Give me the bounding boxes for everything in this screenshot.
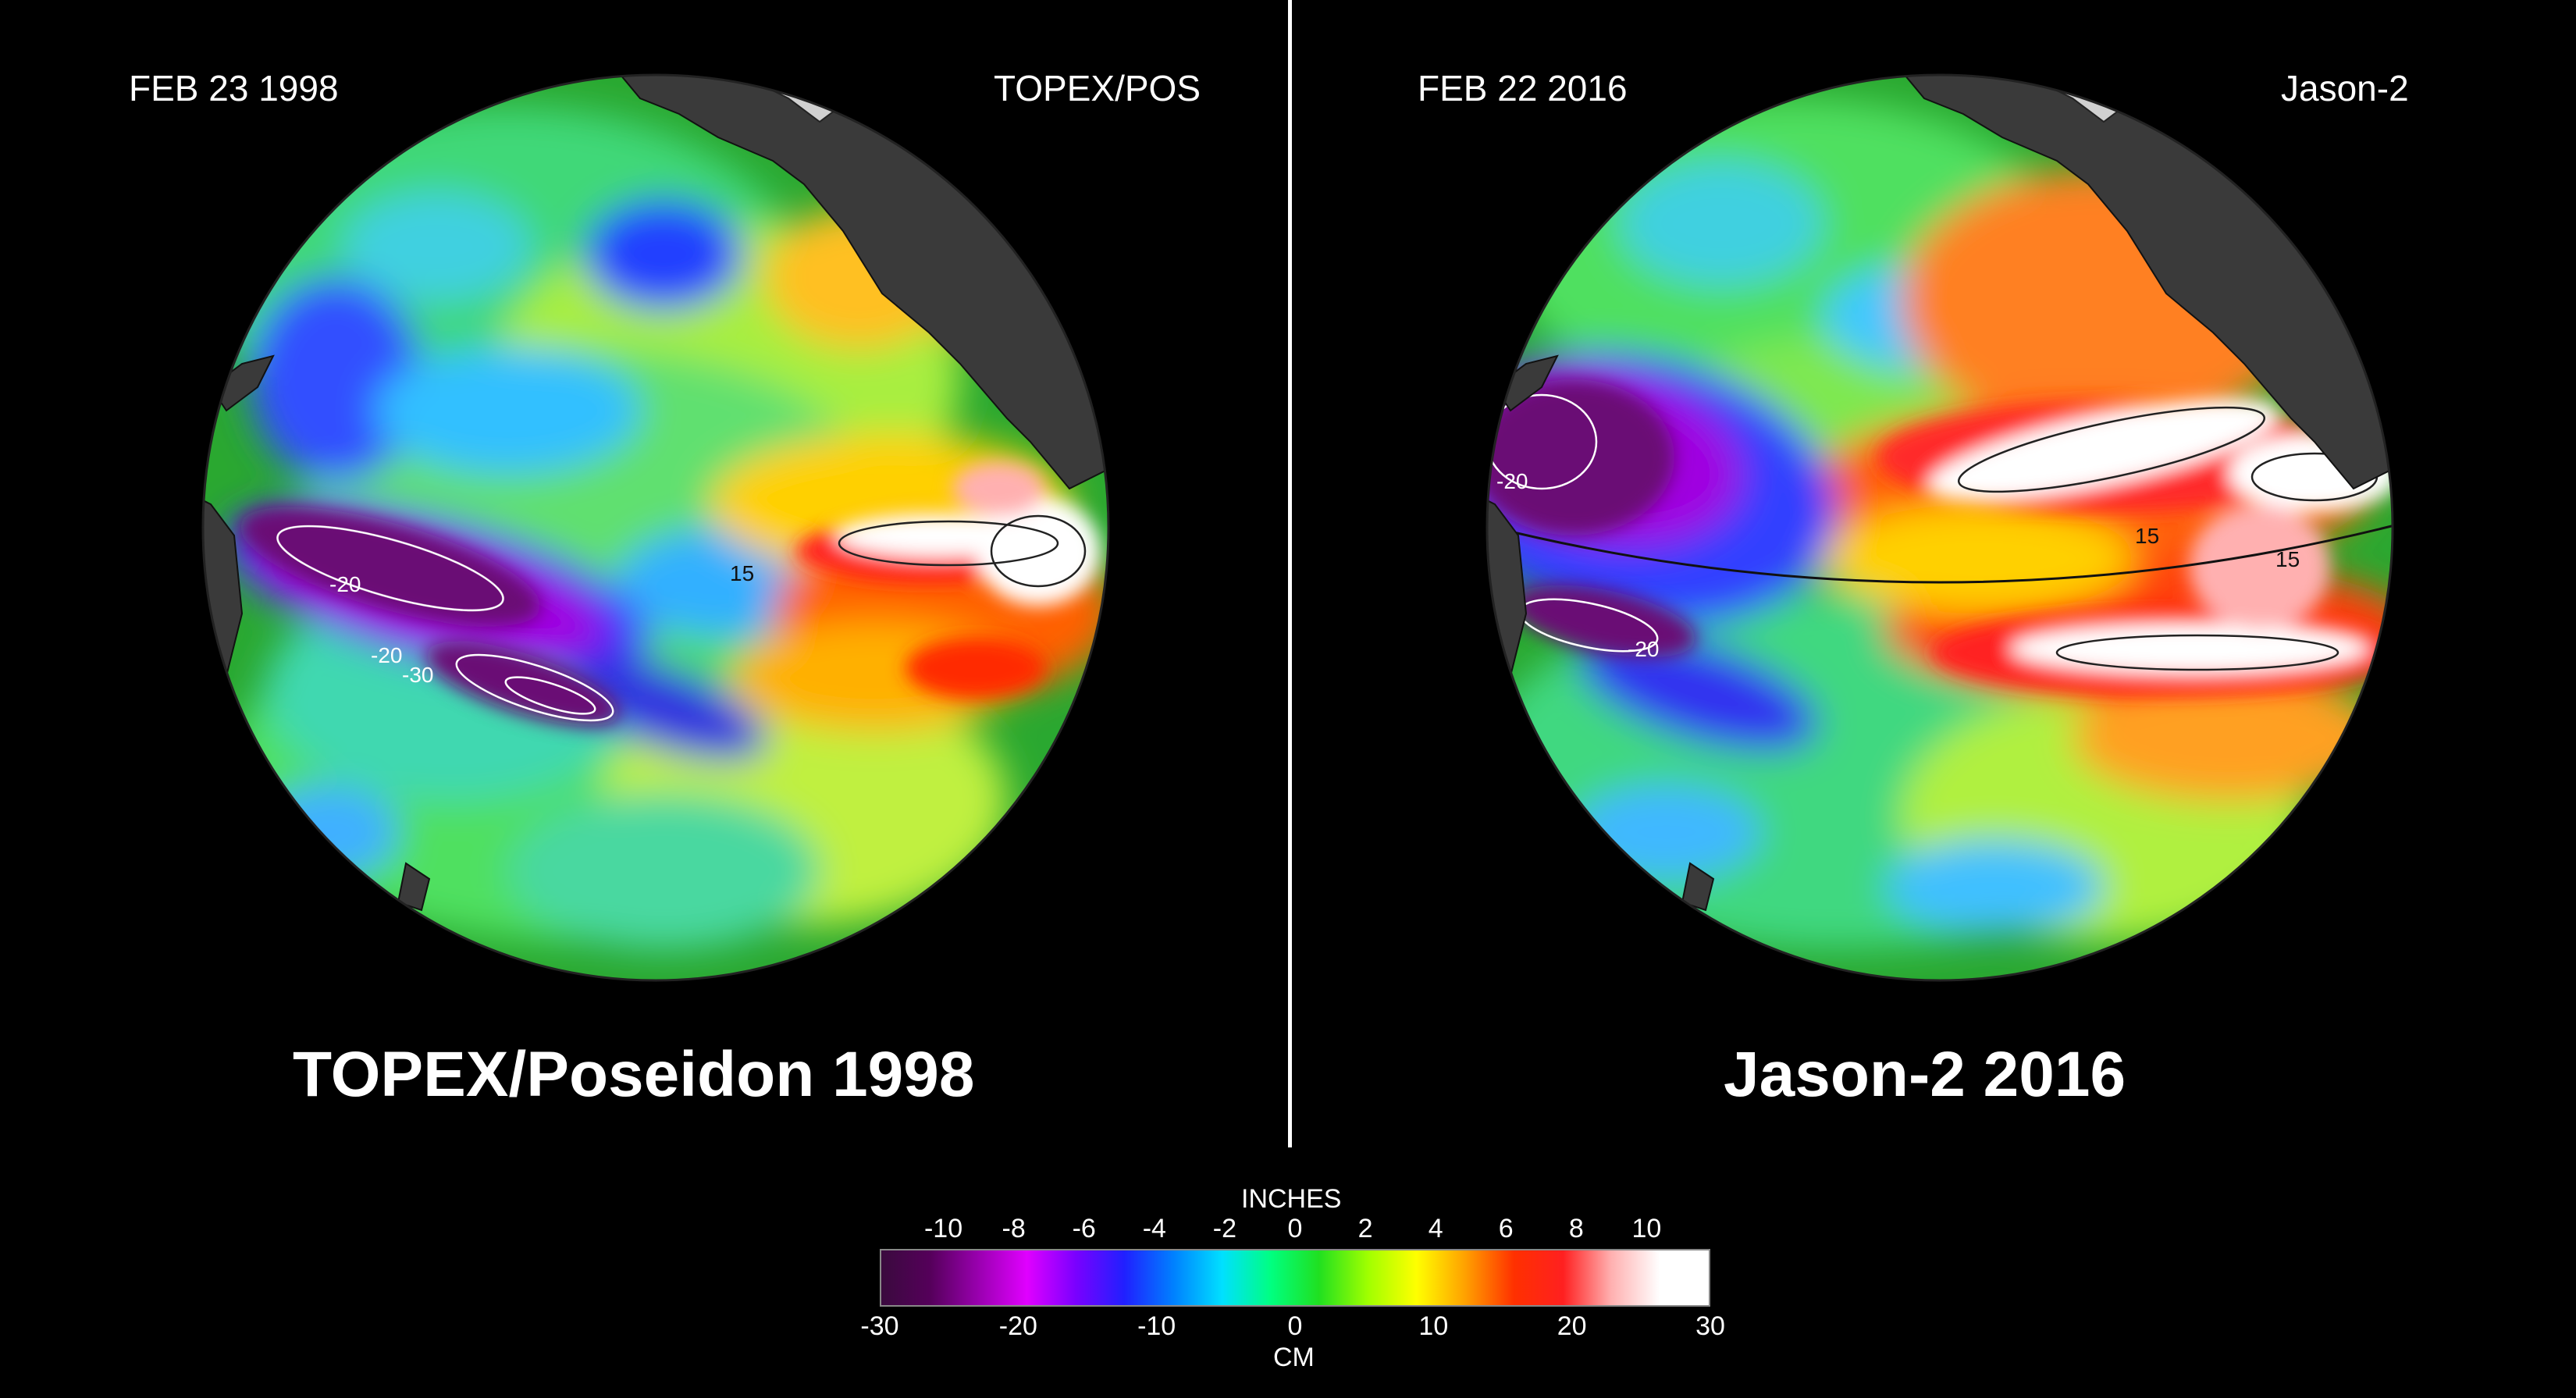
colorbar-cm-tick: -20 xyxy=(998,1311,1037,1341)
left-satellite-label: TOPEX/POS xyxy=(994,68,1201,108)
left-contour-label: 15 xyxy=(730,561,754,585)
right-contour-label: 15 xyxy=(2275,547,2300,571)
panel-divider xyxy=(1288,0,1292,1147)
colorbar-inch-tick: -8 xyxy=(1002,1214,1026,1243)
right-contour-label: -20 xyxy=(1496,469,1528,493)
colorbar-inch-tick: 0 xyxy=(1287,1214,1303,1243)
colorbar-cm-tick: 30 xyxy=(1695,1311,1725,1341)
colorbar-inch-tick: 10 xyxy=(1631,1214,1662,1243)
right-date-label: FEB 22 2016 xyxy=(1418,68,1628,108)
left-contour-label: -20 xyxy=(329,572,361,596)
colorbar-bottom-title: CM xyxy=(1273,1343,1315,1372)
colorbar-inch-tick: 4 xyxy=(1428,1214,1443,1243)
colorbar-cm-tick: 0 xyxy=(1287,1311,1303,1341)
colorbar-cm-tick: 10 xyxy=(1418,1311,1449,1341)
left-globe-map: -20 -20 -30 15 xyxy=(201,73,1110,982)
colorbar-top-title: INCHES xyxy=(1241,1184,1342,1214)
colorbar-inch-tick: -4 xyxy=(1142,1214,1166,1243)
colorbar-inch-tick: -6 xyxy=(1072,1214,1096,1243)
left-panel-title: TOPEX/Poseidon 1998 xyxy=(293,1039,975,1110)
right-satellite-label: Jason-2 xyxy=(2281,68,2409,108)
right-panel-title: Jason-2 2016 xyxy=(1724,1039,2126,1110)
left-contour-label: -20 xyxy=(371,643,402,667)
colorbar-inch-tick: 2 xyxy=(1357,1214,1373,1243)
colorbar-inch-tick: -10 xyxy=(923,1214,963,1243)
left-contour-label: -30 xyxy=(402,663,433,687)
right-contour-label: 15 xyxy=(2135,524,2159,548)
colorbar-cm-tick: -30 xyxy=(860,1311,899,1341)
colorbar-cm-tick: -10 xyxy=(1137,1311,1176,1341)
right-globe-map: -20 -20 15 15 xyxy=(1485,73,2394,982)
left-date-label: FEB 23 1998 xyxy=(129,68,339,108)
colorbar-inch-tick: 8 xyxy=(1568,1214,1584,1243)
colorbar-inch-tick: -2 xyxy=(1212,1214,1237,1243)
right-contour-label: -20 xyxy=(1628,637,1659,661)
colorbar-gradient xyxy=(880,1249,1710,1307)
colorbar-inch-tick: 6 xyxy=(1498,1214,1514,1243)
colorbar-cm-tick: 20 xyxy=(1557,1311,1587,1341)
